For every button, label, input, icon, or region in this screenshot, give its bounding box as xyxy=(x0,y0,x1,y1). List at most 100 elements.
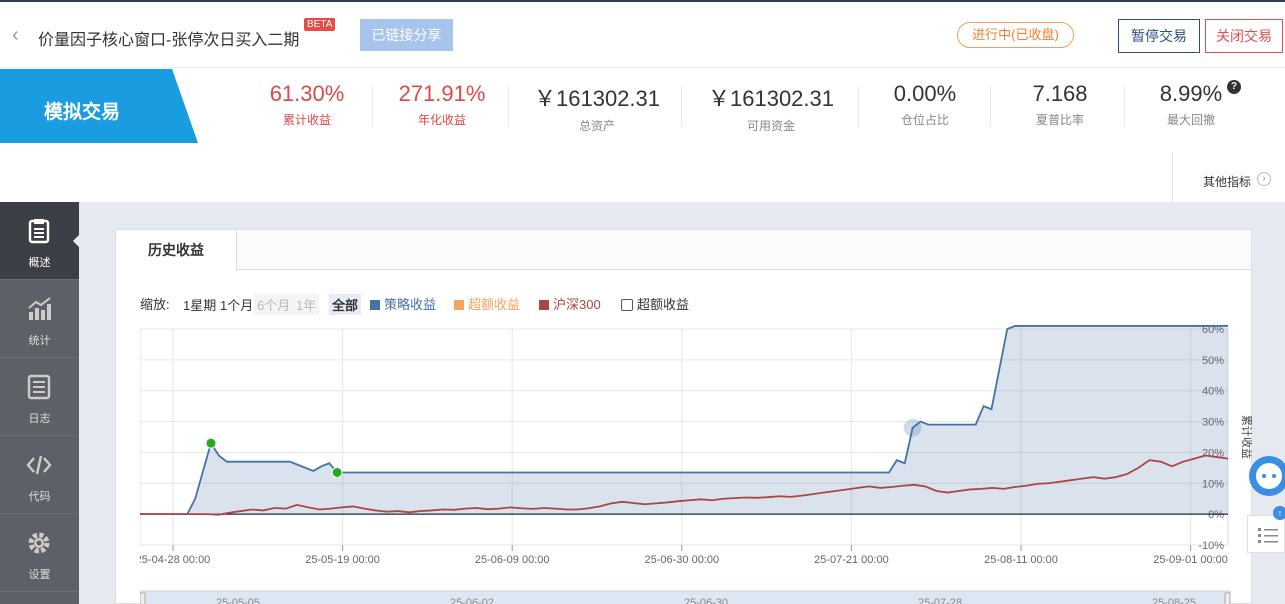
stat-divider xyxy=(858,87,859,127)
stat-available-cash: ￥161302.31 可用资金 xyxy=(701,81,841,134)
stat-divider xyxy=(372,87,373,127)
y-tick-label: -10% xyxy=(1198,540,1224,552)
return-chart[interactable]: 60%50%40%30%20%10%0%-10%25-04-28 00:00 25… xyxy=(140,325,1252,604)
customer-service-icon[interactable] xyxy=(1245,452,1285,500)
strategy-area xyxy=(140,325,1228,515)
navigator-tick-label: 25-08-25 xyxy=(1152,597,1196,604)
navigator-tick-label: 25-06-30 xyxy=(684,597,728,604)
active-indicator xyxy=(73,235,79,247)
x-tick-label: 25-06-30 00:00 xyxy=(644,554,719,566)
mode-label: 模拟交易 xyxy=(44,102,121,123)
sidebar-item-label: 统计 xyxy=(28,335,51,347)
legend-hs300[interactable]: 沪深300 xyxy=(539,294,601,313)
y-tick-label: 30% xyxy=(1202,417,1224,429)
stat-value: ￥161302.31 xyxy=(708,86,834,111)
stat-value: 8.99% xyxy=(1159,81,1223,106)
zoom-6month-button[interactable]: 6个月 xyxy=(254,294,294,315)
stat-divider xyxy=(990,87,991,127)
header: ‹ 价量因子核心窗口-张停次日买入二期 BETA 已链接分享 进行中(已收盘) … xyxy=(0,2,1285,68)
navigator-tick-label: 25-07-28 xyxy=(918,597,962,604)
zoom-1week-button[interactable]: 1星期 xyxy=(183,298,217,313)
y-axis-label: 累计收益 xyxy=(1240,415,1252,459)
sidebar-item-code[interactable]: 代码 xyxy=(0,436,79,514)
more-metrics-label: 其他指标 xyxy=(1203,175,1252,189)
x-tick-label: 25-07-21 00:00 xyxy=(814,554,889,566)
y-tick-label: 10% xyxy=(1202,478,1224,490)
navigator-handle-right xyxy=(1224,592,1231,604)
sidebar-item-label: 设置 xyxy=(28,569,51,581)
sidebar: 概述 统计 日志 代码 xyxy=(0,202,79,604)
navigator-tick-label: 25-05-05 xyxy=(216,597,260,604)
pause-trading-button[interactable]: 暂停交易 xyxy=(1118,19,1200,53)
legend-excess[interactable]: 超额收益 xyxy=(454,294,520,313)
stat-divider xyxy=(681,87,682,127)
zoom-all-button[interactable]: 全部 xyxy=(329,294,362,315)
sidebar-item-label: 代码 xyxy=(28,491,51,503)
sidebar-item-label: 概述 xyxy=(28,257,51,269)
sidebar-item-log[interactable]: 日志 xyxy=(0,358,79,436)
legend-label: 策略收益 xyxy=(384,297,437,312)
stat-value: 7.168 xyxy=(1032,81,1088,106)
sidebar-item-label: 日志 xyxy=(28,413,51,425)
tab-history-return[interactable]: 历史收益 xyxy=(116,230,237,271)
stat-label: 可用资金 xyxy=(746,119,795,133)
status-badge: 进行中(已收盘) xyxy=(957,22,1074,48)
share-link-button[interactable]: 已链接分享 xyxy=(360,19,453,51)
strategy-line xyxy=(140,325,1228,516)
stat-annual-return: 271.91% 年化收益 xyxy=(388,81,496,128)
x-tick-label: 25-04-28 00:00 xyxy=(140,554,210,566)
stat-label: 仓位占比 xyxy=(900,113,949,127)
sidebar-item-settings[interactable]: 设置 xyxy=(0,514,79,592)
stat-value: 61.30% xyxy=(269,81,345,106)
legend-label: 超额收益 xyxy=(468,297,521,312)
sidebar-item-overview[interactable]: 概述 xyxy=(0,202,79,280)
stat-label: 总资产 xyxy=(578,119,615,133)
stats-bar: 模拟交易 61.30% 累计收益 271.91% 年化收益 ￥161302.31… xyxy=(0,69,1285,143)
gear-icon xyxy=(28,532,50,554)
navigator-tick-label: 25-06-02 xyxy=(450,597,494,604)
clipboard-icon xyxy=(28,219,50,244)
stat-label: 夏普比率 xyxy=(1035,113,1084,127)
x-tick-label: 25-05-19 00:00 xyxy=(305,554,380,566)
navigator-handle-left xyxy=(140,592,146,604)
y-tick-label: 60% xyxy=(1202,325,1224,336)
x-tick-label: 25-09-01 00:00 xyxy=(1153,554,1228,566)
page-title: 价量因子核心窗口-张停次日买入二期 xyxy=(38,32,300,49)
stat-label: 累计收益 xyxy=(282,113,331,127)
back-chevron-icon[interactable]: ‹ xyxy=(12,24,19,46)
legend-strategy[interactable]: 策略收益 xyxy=(370,294,436,313)
excess-checkbox[interactable]: 超额收益 xyxy=(621,294,689,313)
stat-value: 271.91% xyxy=(398,81,486,106)
mode-banner-shape xyxy=(0,69,198,143)
stat-cumulative-return: 61.30% 累计收益 xyxy=(262,81,352,128)
trade-marker xyxy=(205,437,217,449)
stat-divider xyxy=(1124,87,1125,127)
notification-badge: ↑ xyxy=(1273,506,1285,520)
help-icon[interactable]: ? xyxy=(1227,80,1241,94)
stat-max-drawdown: 8.99% 最大回撤 xyxy=(1146,81,1236,128)
legend-swatch xyxy=(370,300,380,310)
stat-label: 年化收益 xyxy=(417,113,466,127)
list-icon xyxy=(1258,528,1278,543)
close-trading-button[interactable]: 关闭交易 xyxy=(1205,19,1283,53)
list-menu-icon[interactable] xyxy=(1247,515,1285,553)
zoom-1year-button[interactable]: 1年 xyxy=(293,294,320,315)
x-tick-label: 25-06-09 00:00 xyxy=(475,554,550,566)
trade-marker xyxy=(331,466,343,478)
bar-chart-icon xyxy=(28,297,51,320)
hs300-line xyxy=(140,454,1229,516)
stat-value: 0.00% xyxy=(893,81,957,106)
legend-label: 沪深300 xyxy=(553,297,601,312)
log-list-icon xyxy=(27,374,51,400)
panel-tabbar: 历史收益 xyxy=(116,230,1251,271)
zoom-1month-button[interactable]: 1个月 xyxy=(220,298,254,313)
hover-marker xyxy=(903,418,922,437)
sidebar-item-stats[interactable]: 统计 xyxy=(0,280,79,358)
stat-total-assets: ￥161302.31 总资产 xyxy=(527,81,667,134)
chevron-right-icon: › xyxy=(1257,172,1271,186)
top-accent-line xyxy=(0,0,1285,2)
legend-label: 超额收益 xyxy=(637,297,690,312)
y-tick-label: 40% xyxy=(1202,386,1224,398)
more-metrics-button[interactable]: 其他指标 › xyxy=(1172,152,1285,202)
x-tick-label: 25-08-11 00:00 xyxy=(984,554,1058,566)
